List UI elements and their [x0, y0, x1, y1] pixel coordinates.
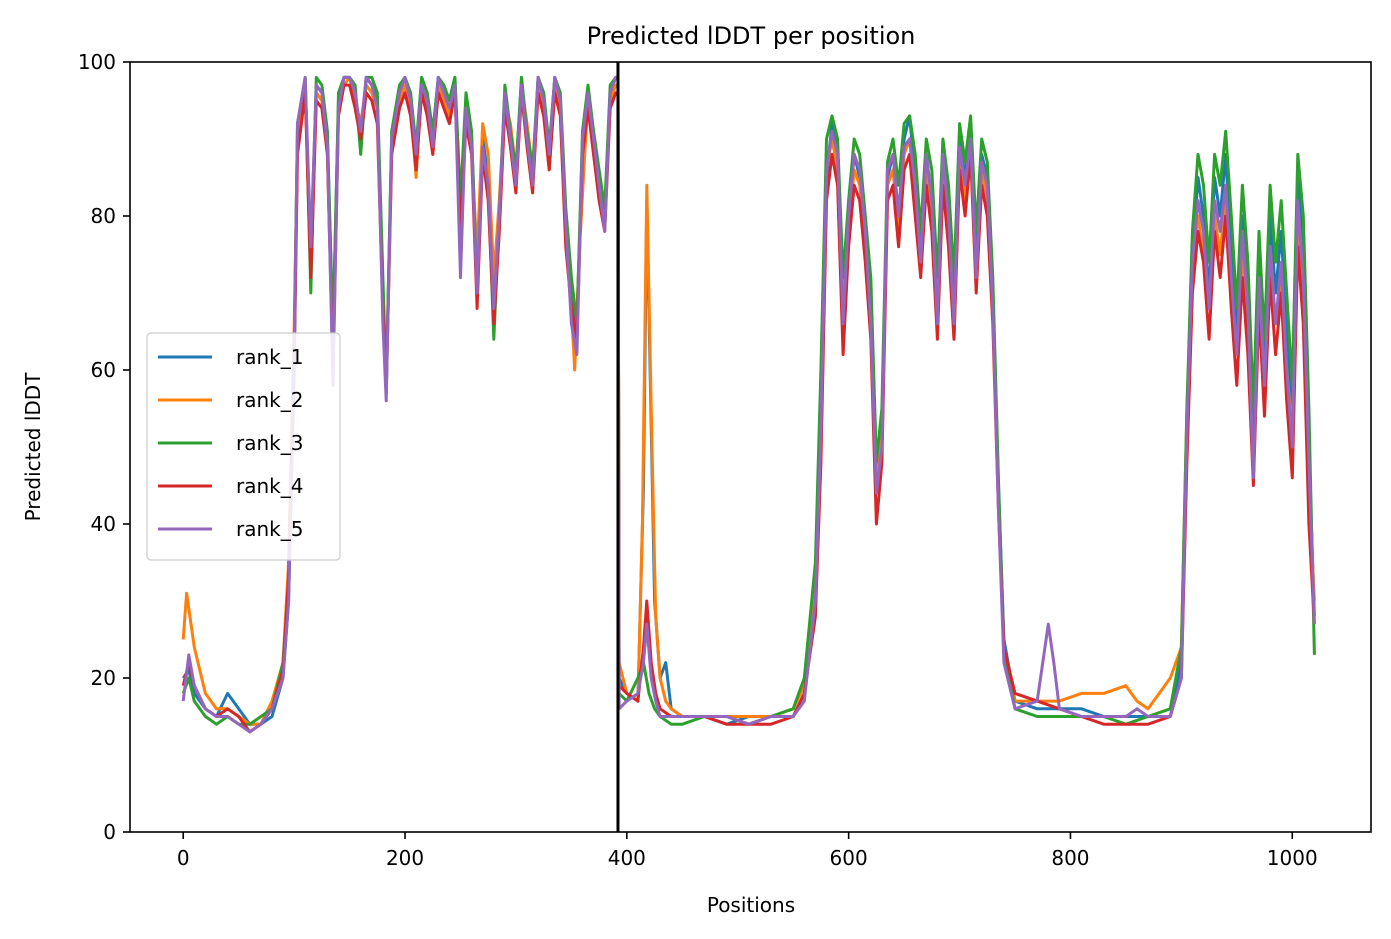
plot-frame [129, 61, 1372, 833]
x-tick-label: 800 [1051, 846, 1089, 870]
series-line-rank-3 [181, 75, 1316, 726]
plot-area [181, 62, 1316, 832]
legend-label-rank-2: rank_2 [236, 388, 303, 412]
y-tick-label: 60 [91, 358, 116, 382]
x-tick-label: 1000 [1267, 846, 1318, 870]
series-line-rank-5 [181, 75, 1316, 734]
y-tick-label: 0 [103, 820, 116, 844]
y-axis-ticks: 0 20 40 60 80 100 [78, 50, 130, 844]
x-tick-label: 400 [608, 846, 646, 870]
legend-label-rank-1: rank_1 [236, 345, 303, 369]
x-axis-label: Positions [707, 893, 795, 917]
y-tick-label: 80 [91, 204, 116, 228]
y-axis-label: Predicted lDDT [21, 372, 45, 522]
chart-title: Predicted lDDT per position [587, 22, 916, 50]
legend-label-rank-4: rank_4 [236, 474, 303, 498]
legend-label-rank-5: rank_5 [236, 517, 303, 541]
series-layer [181, 75, 1316, 734]
legend: rank_1 rank_2 rank_3 rank_4 rank_5 [146, 332, 341, 561]
series-line-rank-4 [181, 83, 1316, 734]
x-tick-label: 600 [830, 846, 868, 870]
legend-box [146, 332, 341, 561]
x-tick-label: 0 [177, 846, 190, 870]
x-tick-label: 200 [386, 846, 424, 870]
x-axis-ticks: 0 200 400 600 800 1000 [177, 832, 1318, 870]
y-tick-label: 20 [91, 666, 116, 690]
y-tick-label: 40 [91, 512, 116, 536]
y-tick-label: 100 [78, 50, 116, 74]
legend-label-rank-3: rank_3 [236, 431, 303, 455]
series-line-rank-2 [181, 75, 1316, 726]
